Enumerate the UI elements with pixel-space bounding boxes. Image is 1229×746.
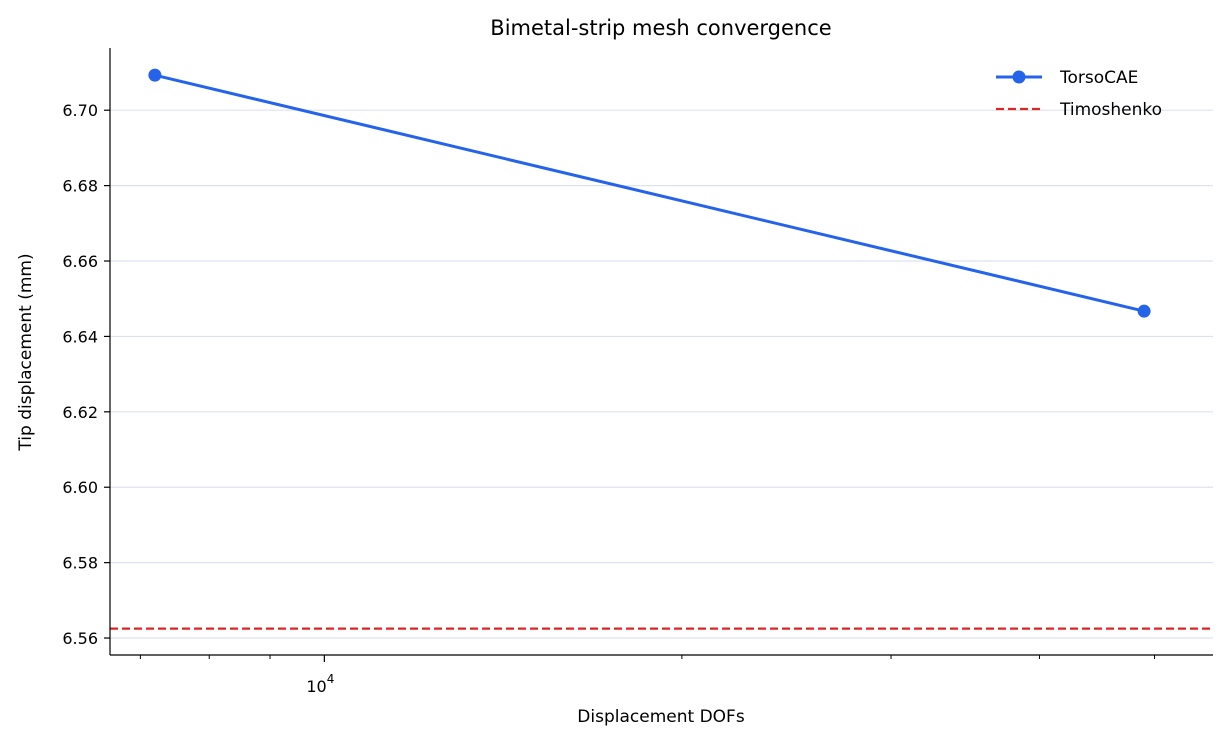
y-tick-label: 6.64: [62, 327, 98, 346]
y-tick-label: 6.68: [62, 177, 98, 196]
chart-title: Bimetal-strip mesh convergence: [490, 16, 831, 40]
y-tick-label: 6.58: [62, 554, 98, 573]
y-tick-label: 6.62: [62, 403, 98, 422]
y-tick-label: 6.70: [62, 101, 98, 120]
data-point: [148, 68, 162, 82]
axes-layer: 6.56 6.58 6.60 6.62 6.64 6.66 6.68 6.70 104: [62, 48, 1213, 696]
legend-label-timoshenko: Timoshenko: [1059, 100, 1162, 120]
y-tick-label: 6.60: [62, 478, 98, 497]
x-axis-label: Displacement DOFs: [577, 707, 745, 727]
legend: TorsoCAE Timoshenko: [996, 68, 1162, 120]
series-line-torsocae: [154, 73, 1145, 313]
x-tick-label: 104: [306, 672, 334, 696]
y-tick-label: 6.56: [62, 629, 98, 648]
legend-marker: [1012, 70, 1026, 84]
y-axis-label: Tip displacement (mm): [16, 253, 36, 451]
grid-layer: [110, 109, 1213, 639]
data-point: [1137, 304, 1151, 318]
series-layer: [148, 68, 1151, 318]
y-tick-label: 6.66: [62, 252, 98, 271]
legend-label-torsocae: TorsoCAE: [1059, 68, 1138, 88]
